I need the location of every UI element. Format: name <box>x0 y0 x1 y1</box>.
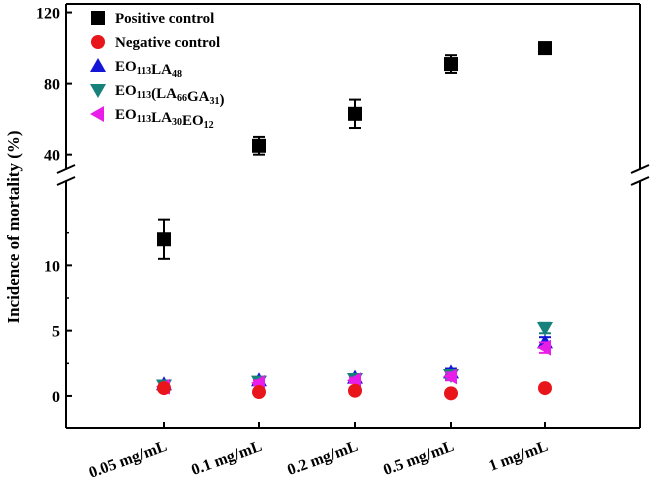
legend-label-part: (LA <box>151 86 177 102</box>
legend-label: Positive control <box>115 11 214 27</box>
data-point <box>443 368 457 385</box>
y-tick-label: 80 <box>44 77 60 94</box>
legend-label-part: 30 <box>172 117 182 128</box>
y-tick-label: 0 <box>52 389 60 406</box>
legend-label-part: 113 <box>137 90 151 101</box>
legend-label-part: EO <box>115 107 137 123</box>
axis-break-mark <box>630 176 650 186</box>
axis-break-mark <box>630 164 650 174</box>
x-tick-label: 0.5 mg/mL <box>381 438 456 479</box>
data-point <box>252 385 266 400</box>
legend-label: EO113LA48 <box>115 59 182 80</box>
data-point <box>537 339 551 356</box>
data-point <box>537 322 553 337</box>
series-1 <box>157 381 552 401</box>
legend-label-part: LA <box>151 62 172 78</box>
series-0 <box>157 41 552 260</box>
legend-label-part: 113 <box>137 114 151 125</box>
y-axis-title: Incidence of mortality (%) <box>4 130 23 323</box>
legend-label-part: ) <box>219 92 224 108</box>
legend-label-part: GA <box>187 89 210 105</box>
legend-label-part: EO <box>115 83 137 99</box>
data-point <box>538 381 552 396</box>
legend-label-part: LA <box>151 110 172 126</box>
x-tick-label: 0.2 mg/mL <box>285 438 360 479</box>
legend-label-part: 31 <box>209 96 219 107</box>
x-tick-label: 1 mg/mL <box>486 438 550 475</box>
legend-marker <box>90 106 104 122</box>
data-marks <box>156 41 553 401</box>
legend-marker <box>90 58 106 72</box>
legend-label-part: 113 <box>137 66 151 77</box>
legend-marker <box>90 84 106 98</box>
y-tick-label: 5 <box>52 324 60 341</box>
data-point <box>444 57 458 72</box>
legend-label-part: 66 <box>177 93 187 104</box>
y-tick-label: 10 <box>44 258 60 275</box>
legend-marker <box>91 35 105 49</box>
data-point <box>348 383 362 398</box>
legend-label-part: EO <box>182 113 204 129</box>
data-point <box>348 106 362 121</box>
y-tick-label: 40 <box>44 148 60 165</box>
data-point <box>252 138 266 153</box>
axis-break-mark <box>56 176 76 186</box>
legend-label-part: 48 <box>172 69 182 80</box>
data-point <box>538 41 552 56</box>
axis-ticks: 40 80 120 0 5 10 0.05 mg/mL 0.1 mg/mL 0.2 mg/mL 0… <box>36 6 550 482</box>
data-point <box>157 232 171 247</box>
data-point <box>444 386 458 401</box>
legend-marker <box>91 11 105 25</box>
y-tick-label: 120 <box>36 6 60 23</box>
legend-label-part: EO <box>115 59 137 75</box>
axis-break-mark <box>56 164 76 174</box>
legend-label-part: 12 <box>204 120 214 131</box>
x-tick-label: 0.05 mg/mL <box>87 438 170 482</box>
legend-label: EO113LA30EO12 <box>115 107 214 131</box>
legend-label: EO113(LA66GA31) <box>115 83 224 108</box>
x-tick-label: 0.1 mg/mL <box>189 438 264 479</box>
legend-label: Negative control <box>115 35 220 51</box>
data-point <box>157 381 171 396</box>
